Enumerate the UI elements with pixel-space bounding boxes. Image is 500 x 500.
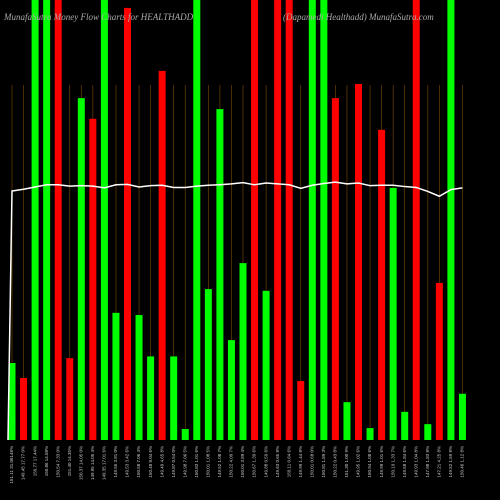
bar [435, 282, 443, 440]
x-tick-label: 150.01 1.08 5% [206, 446, 211, 478]
x-tick-label: 149.45 17.77 0% [21, 446, 26, 480]
x-tick-label: 150.48 8.04 6% [148, 446, 153, 478]
bar [100, 0, 108, 440]
bar [43, 0, 51, 440]
bar [447, 0, 455, 440]
bar [204, 289, 212, 440]
bar [239, 263, 247, 440]
bar [227, 340, 235, 440]
x-tick-label: 149.99 1.44 8% [298, 446, 303, 478]
bar [366, 428, 374, 440]
x-tick-label: 151.11 31.06148% [9, 446, 14, 483]
x-tick-label: 149.52 1.08 7% [217, 446, 222, 478]
x-tick-label: 150.83 1.01 6% [194, 446, 199, 478]
x-tick-label: 150.67 1.39 6% [252, 446, 257, 478]
x-tick-label: 150.37 14.05 0% [78, 446, 83, 480]
x-tick-label: 149.53 3.42 6% [125, 446, 130, 478]
x-tick-label: 151.40 14.35% [67, 446, 72, 476]
x-tick-label: 151.30 1.00 9% [344, 446, 349, 478]
bar [66, 358, 74, 440]
money-flow-line [7, 181, 463, 441]
bar [8, 363, 16, 440]
x-tick-label: 149.93 1.04 8% [413, 446, 418, 478]
x-tick-label: 149.58 1.84 6% [402, 446, 407, 478]
x-tick-label: 149.52 1.59 8% [448, 446, 453, 478]
bar [135, 315, 143, 440]
x-tick-label: 149.88 0.59 6% [263, 446, 268, 478]
bar [170, 356, 178, 440]
x-tick-label: 149.63 0.65 8% [275, 446, 280, 478]
x-tick-label: 149.98 7.06 5% [182, 446, 187, 478]
bar [216, 109, 224, 441]
bar [308, 0, 316, 440]
chart-subtitle: (Dapamedi Healthadd) MunafaSutra.com [283, 12, 434, 22]
x-tick-label: 149.49 4.65 8% [159, 446, 164, 478]
x-tick-label: 150.19 1.33 7% [390, 446, 395, 478]
bar [181, 429, 189, 440]
bar [89, 118, 97, 441]
bar [355, 84, 362, 440]
bar [193, 0, 201, 440]
bar [112, 312, 120, 440]
bar [378, 129, 386, 441]
bar [124, 7, 131, 440]
bar [412, 0, 420, 440]
bar [147, 356, 155, 440]
x-tick-label: 150.54 7.33 0% [55, 446, 60, 478]
bar [31, 0, 39, 440]
x-tick-label: 149.95 1.02 6% [356, 446, 361, 478]
bar [54, 0, 62, 440]
bar [77, 98, 85, 441]
bar [458, 393, 466, 440]
x-tick-label: 150.58 7.06 4% [136, 446, 141, 478]
bar [401, 411, 409, 440]
bar [251, 0, 259, 440]
x-tick-label: 150.77 17.44% [32, 446, 37, 476]
x-tick-label: 147.21 4.25 8% [437, 446, 442, 478]
bar [389, 187, 397, 440]
x-tick-label: 150.46 1.12 8% [460, 446, 465, 478]
x-tick-label: 150.22 4.09 7% [229, 446, 234, 478]
bar [274, 0, 282, 440]
x-tick-label: 150.11 0.64 6% [286, 446, 291, 477]
bar [285, 0, 293, 440]
x-tick-label: 149.55 3.81 0% [113, 446, 118, 478]
bar [262, 290, 270, 440]
x-tick-label: 147.98 1.83 8% [425, 446, 430, 478]
x-tick-label: 149.87 0.54 0% [171, 446, 176, 478]
x-tick-label: 150.01 3.89 4% [240, 446, 245, 478]
bar [158, 70, 166, 440]
x-tick-label: 150.01 0.68 0% [309, 446, 314, 478]
bar [343, 402, 351, 440]
x-tick-label: 150.22 0.43 8% [333, 446, 338, 478]
bar [424, 424, 432, 440]
x-tick-label: 149.95 14.05 4% [90, 446, 95, 480]
bar [320, 0, 328, 440]
x-tick-label: 149.99 1.01 6% [379, 446, 384, 478]
x-tick-label: 150.86 14.58% [44, 446, 49, 476]
x-tick-label: 150.94 1.08 6% [367, 446, 372, 478]
x-tick-label: 150.81 1.89 3% [321, 446, 326, 478]
bar [331, 98, 339, 441]
bars [8, 0, 466, 441]
chart-title: MunafaSutra Money Flow Charts for HEALTH… [3, 12, 194, 22]
x-tick-label: 149.35 17.01 6% [102, 446, 107, 480]
bar [20, 377, 28, 440]
bar [297, 381, 305, 440]
